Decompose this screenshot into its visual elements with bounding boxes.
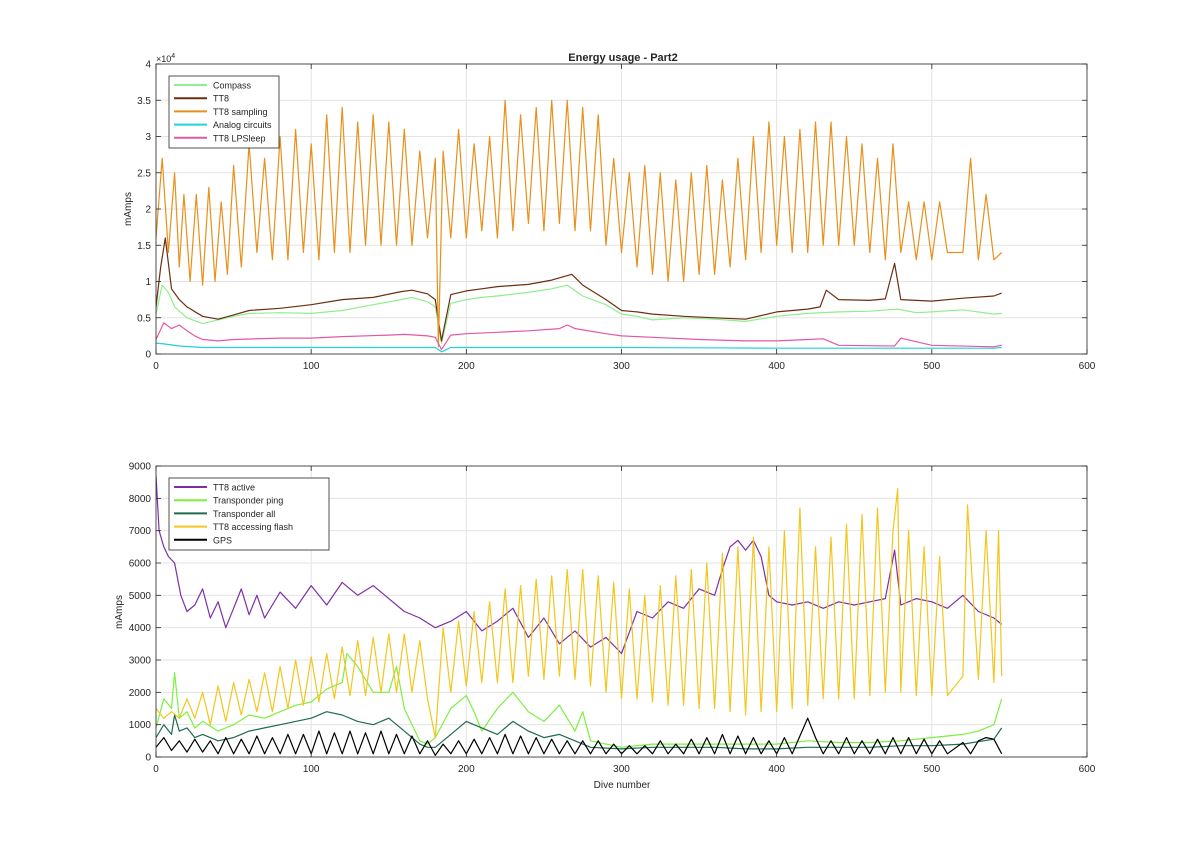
legend-label: Transponder all bbox=[213, 509, 275, 519]
x-tick-label: 0 bbox=[153, 764, 159, 775]
x-tick-label: 100 bbox=[303, 764, 320, 775]
legend-label: GPS bbox=[213, 535, 232, 545]
y-tick-label: 2000 bbox=[129, 688, 152, 699]
x-tick-label: 600 bbox=[1079, 764, 1096, 775]
legend-item[interactable]: GPS bbox=[174, 535, 232, 545]
x-tick-label: 300 bbox=[613, 361, 630, 372]
x-tick-label: 400 bbox=[768, 361, 785, 372]
legend-item[interactable]: TT8 sampling bbox=[174, 107, 268, 117]
legend-label: Analog circuits bbox=[213, 120, 272, 130]
legend-label: TT8 LPSleep bbox=[213, 133, 266, 143]
y-tick-label: 4 bbox=[145, 60, 151, 71]
legend-label: TT8 sampling bbox=[213, 107, 268, 117]
x-tick-label: 500 bbox=[923, 361, 940, 372]
legend-item[interactable]: Transponder all bbox=[174, 509, 275, 519]
series-group bbox=[156, 99, 1003, 353]
legend-item[interactable]: TT8 accessing flash bbox=[174, 522, 293, 532]
legend-label: Transponder ping bbox=[213, 496, 283, 506]
y-tick-label: 3 bbox=[145, 132, 151, 143]
x-tick-label: 600 bbox=[1079, 361, 1096, 372]
series-line-tt8-sampling[interactable] bbox=[156, 99, 1003, 348]
legend[interactable]: Compass TT8 TT8 sampling Analog circuits TT8… bbox=[168, 75, 280, 149]
chart-title: Energy usage - Part2 bbox=[568, 52, 677, 64]
legend-item[interactable]: Compass bbox=[174, 81, 252, 91]
y-tick-label: 0.5 bbox=[137, 313, 151, 324]
y-tick-label: 4000 bbox=[129, 623, 152, 634]
y-tick-label: 3000 bbox=[129, 656, 152, 667]
series-line-tt8-accessing-flash[interactable] bbox=[156, 488, 1003, 739]
y-tick-label: 3.5 bbox=[137, 96, 151, 107]
y-tick-label: 1000 bbox=[129, 720, 152, 731]
x-tick-label: 500 bbox=[923, 764, 940, 775]
y-tick-label: 0 bbox=[145, 753, 151, 764]
legend-item[interactable]: TT8 LPSleep bbox=[174, 133, 266, 143]
series-line-gps[interactable] bbox=[156, 717, 1003, 757]
series-line-compass[interactable] bbox=[156, 284, 1002, 344]
y-tick-label: 1 bbox=[145, 277, 151, 288]
y-axis-label-bottom: mAmps bbox=[114, 595, 125, 629]
exponent-label: ×104 bbox=[156, 53, 175, 64]
series-line-tt8-lpsleep[interactable] bbox=[156, 322, 1002, 351]
y-tick-label: 1.5 bbox=[137, 241, 151, 252]
series-line-tt8[interactable] bbox=[156, 237, 1002, 342]
x-tick-label: 400 bbox=[768, 764, 785, 775]
x-tick-label: 300 bbox=[613, 764, 630, 775]
y-tick-label: 6000 bbox=[129, 559, 152, 570]
x-tick-label: 0 bbox=[153, 361, 159, 372]
legend-label: TT8 accessing flash bbox=[213, 522, 293, 532]
legend-item[interactable]: Transponder ping bbox=[174, 496, 283, 506]
legend-label: TT8 bbox=[213, 94, 229, 104]
x-tick-label: 200 bbox=[458, 361, 475, 372]
legend-item[interactable]: TT8 active bbox=[174, 483, 255, 493]
x-tick-label: 100 bbox=[303, 361, 320, 372]
y-tick-label: 2.5 bbox=[137, 168, 151, 179]
axes-top[interactable]: ×104 mAmps 0 100 200 300 400 500 600 0 0.5 1 1.5 2 2… bbox=[123, 53, 1096, 372]
series-line-transponder-all[interactable] bbox=[156, 711, 1003, 750]
series-group bbox=[156, 475, 1003, 757]
y-tick-label: 5000 bbox=[129, 591, 152, 602]
legend-label: TT8 active bbox=[213, 483, 255, 493]
y-tick-label: 8000 bbox=[129, 494, 152, 505]
y-axis-label-top: mAmps bbox=[123, 192, 134, 226]
axes-bottom[interactable]: mAmps Dive number 0 100 200 300 400 500 600010… bbox=[114, 462, 1096, 792]
legend-item[interactable]: Analog circuits bbox=[174, 120, 272, 130]
series-line-analog-circuits[interactable] bbox=[156, 342, 1002, 353]
x-axis-label: Dive number bbox=[594, 780, 651, 791]
y-tick-label: 9000 bbox=[129, 462, 152, 473]
x-tick-label: 200 bbox=[458, 764, 475, 775]
y-tick-label: 2 bbox=[145, 205, 151, 216]
exponent-power: 4 bbox=[171, 53, 175, 60]
series-line-transponder-ping[interactable] bbox=[156, 652, 1003, 748]
series-line-tt8-active[interactable] bbox=[156, 475, 1003, 655]
y-tick-label: 7000 bbox=[129, 526, 152, 537]
legend[interactable]: TT8 active Transponder ping Transponder al… bbox=[168, 477, 330, 551]
y-tick-label: 0 bbox=[145, 350, 151, 361]
legend-item[interactable]: TT8 bbox=[174, 94, 229, 104]
legend-label: Compass bbox=[213, 81, 252, 91]
